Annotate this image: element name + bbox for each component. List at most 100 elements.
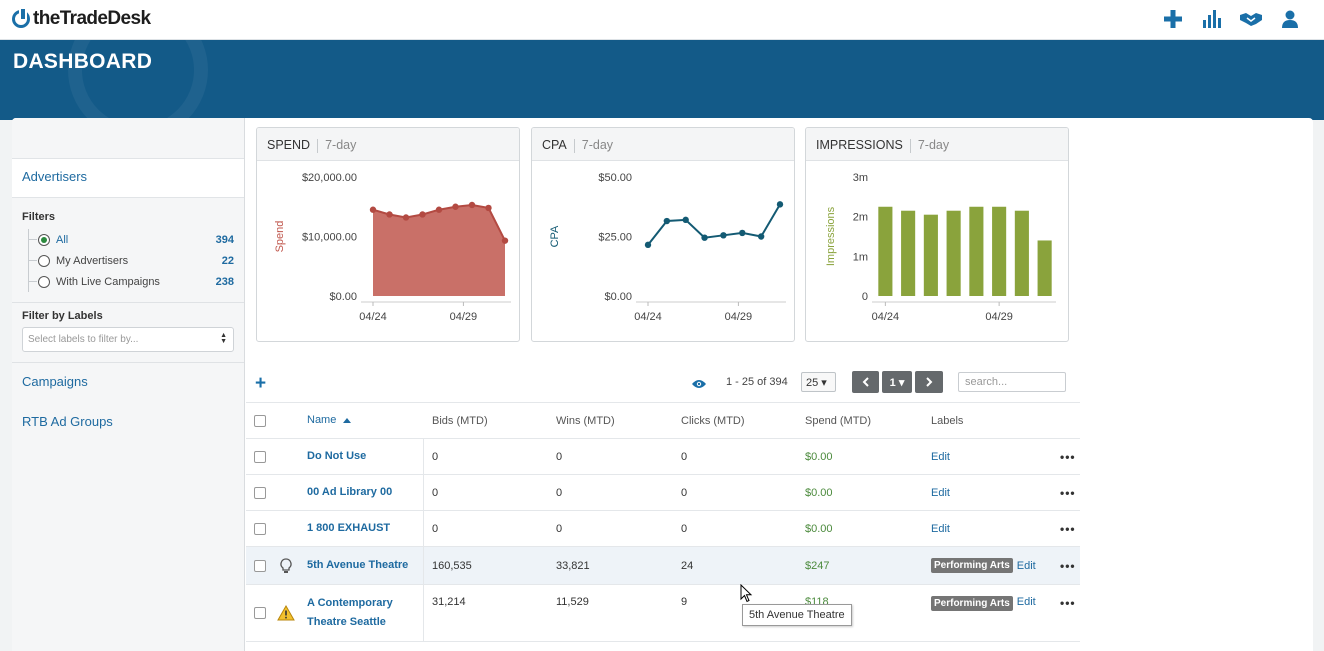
page-number-select[interactable]: 1 ▾ [882,371,912,393]
prev-page-button[interactable] [852,371,879,393]
sidebar-item-campaigns[interactable]: Campaigns [22,374,88,389]
name-header-label: Name [307,414,337,426]
table-row[interactable]: 00 Ad Library 00 0 0 0 $0.00 Edit ••• [246,475,1080,511]
data-point [435,206,443,213]
row-checkbox[interactable] [254,559,266,572]
row-checkbox-cell [246,585,274,641]
label-filter-select[interactable]: Select labels to filter by... ▲ ▼ [22,327,234,352]
y-tick-label: $0.00 [329,291,357,303]
advertiser-name-link[interactable]: Do Not Use [307,450,367,462]
row-checkbox[interactable] [254,486,266,499]
bids-header[interactable]: Bids (MTD) [432,414,488,427]
y-axis-label: Impressions [825,206,837,266]
radio[interactable] [38,254,50,267]
bar [992,206,1007,296]
radio[interactable] [38,275,50,288]
top-bar: theTradeDesk [0,0,1324,40]
bar [901,210,916,296]
filter-count: 22 [221,254,234,267]
logo-text: theTradeDesk [33,8,151,29]
data-point [419,211,426,218]
filter-all[interactable]: All 394 [29,229,234,250]
handshake-icon[interactable] [1239,8,1263,30]
logo[interactable]: theTradeDesk [12,7,151,30]
search-input[interactable] [958,372,1066,392]
y-axis-label: CPA [549,225,561,247]
bids-cell: 0 [432,522,439,535]
bar-chart-icon[interactable] [1200,8,1224,30]
data-point [468,201,476,209]
labels-cell: Performing Arts Edit [931,585,1036,641]
labels-header: Labels [931,414,964,427]
impressions-panel: IMPRESSIONS 7-day 3m 2m 1m 0 Impressions 04/24… [805,127,1069,342]
table-row[interactable]: A Contemporary Theatre Seattle 31,214 11… [246,585,1080,642]
edit-labels-link[interactable]: Edit [931,486,950,499]
row-checkbox-cell [246,547,274,584]
panel-header: CPA 7-day [532,128,794,161]
x-tick-label: 04/29 [450,311,478,323]
warning-icon[interactable] [276,585,296,641]
filter-live-campaigns[interactable]: With Live Campaigns 238 [29,271,234,292]
page-size-select[interactable]: 25 ▾ [801,372,836,392]
y-tick-label: 3m [853,172,868,184]
lightbulb-icon[interactable] [276,547,296,584]
user-icon[interactable] [1278,8,1302,30]
eye-icon[interactable] [692,376,706,394]
clicks-header[interactable]: Clicks (MTD) [681,414,745,427]
clicks-cell: 0 [681,450,688,463]
data-point [501,237,509,244]
plus-icon[interactable] [1161,8,1185,30]
wins-header[interactable]: Wins (MTD) [556,414,615,427]
filter-my-advertisers[interactable]: My Advertisers 22 [29,250,234,271]
advertiser-name-link[interactable]: 5th Avenue Theatre [307,559,409,571]
spend-header[interactable]: Spend (MTD) [805,414,872,427]
table-row-hovered[interactable]: 5th Avenue Theatre 160,535 33,821 24 $24… [246,547,1080,585]
next-page-button[interactable] [915,371,943,393]
table-row[interactable]: 1 800 EXHAUST 0 0 0 $0.00 Edit ••• [246,511,1080,547]
advertiser-name-link[interactable]: A Contemporary Theatre Seattle [307,597,393,628]
labels-heading: Filter by Labels [22,310,103,322]
spend-panel: SPEND 7-day $20,000.00 $10,000.00 $0.00 Spen… [256,127,520,342]
mouse-cursor-icon [740,584,753,603]
sidebar-item-rtb-ad-groups[interactable]: RTB Ad Groups [22,414,113,429]
filter-label: With Live Campaigns [56,275,160,288]
filter-label: My Advertisers [56,254,129,267]
radio-selected[interactable] [38,233,50,246]
row-more-button[interactable]: ••• [1060,485,1076,500]
advertisers-table: Name Bids (MTD) Wins (MTD) Clicks (MTD) … [246,402,1080,642]
clicks-cell: 24 [681,559,694,572]
table-header: Name Bids (MTD) Wins (MTD) Clicks (MTD) … [246,402,1080,439]
row-more-button[interactable]: ••• [1060,558,1076,573]
wins-cell: 0 [556,450,563,463]
y-tick-label: $25.00 [598,232,632,244]
sidebar-top [12,118,244,159]
advertiser-name-link[interactable]: 1 800 EXHAUST [307,522,391,534]
labels-cell: Edit [931,439,950,474]
row-more-button[interactable]: ••• [1060,596,1076,610]
x-tick-label: 04/24 [634,311,662,323]
impressions-chart: 3m 2m 1m 0 Impressions 04/24 04/29 [825,172,1056,323]
edit-labels-link[interactable]: Edit [931,450,950,463]
edit-labels-link[interactable]: Edit [1016,596,1036,608]
select-arrows-icon: ▲ ▼ [220,332,227,345]
edit-labels-link[interactable]: Edit [931,522,950,535]
labels-cell: Edit [931,511,950,546]
name-header[interactable]: Name [307,403,423,438]
bids-cell: 31,214 [432,596,466,608]
advertiser-name-link[interactable]: 00 Ad Library 00 [307,486,393,498]
data-point [701,234,708,241]
bar [969,206,984,296]
row-more-button[interactable]: ••• [1060,449,1076,464]
sidebar-item-advertisers[interactable]: Advertisers [12,159,244,198]
row-checkbox[interactable] [254,522,266,535]
bar [946,210,961,296]
add-advertiser-button[interactable]: + [255,373,267,394]
y-tick-label: 2m [853,212,868,224]
row-checkbox[interactable] [254,607,266,619]
area-fill [373,204,505,296]
table-row[interactable]: Do Not Use 0 0 0 $0.00 Edit ••• [246,439,1080,475]
edit-labels-link[interactable]: Edit [1016,559,1036,572]
row-checkbox[interactable] [254,450,266,463]
row-more-button[interactable]: ••• [1060,521,1076,536]
select-all-checkbox[interactable] [254,414,266,427]
